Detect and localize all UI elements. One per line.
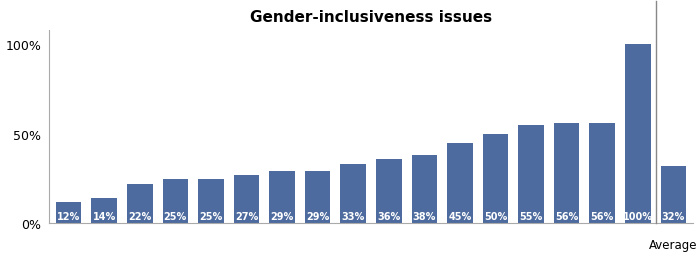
Bar [270,172,295,224]
Text: 14%: 14% [92,211,116,221]
Bar [518,125,544,224]
Text: 56%: 56% [591,211,614,221]
Text: 25%: 25% [199,211,223,221]
Text: 32%: 32% [662,211,685,221]
Bar [127,184,153,224]
Text: 25%: 25% [164,211,187,221]
Text: 29%: 29% [270,211,294,221]
Text: 22%: 22% [128,211,151,221]
Text: 55%: 55% [519,211,542,221]
Text: 100%: 100% [623,211,653,221]
Text: Average: Average [649,238,698,251]
Text: 50%: 50% [484,211,508,221]
Bar [234,175,259,224]
Title: Gender-inclusiveness issues: Gender-inclusiveness issues [250,10,492,25]
Text: 56%: 56% [555,211,578,221]
Bar [483,134,508,224]
Bar [589,123,615,224]
Text: 36%: 36% [377,211,400,221]
Bar [447,143,473,224]
Bar [661,166,686,224]
Text: 38%: 38% [413,211,436,221]
Text: 27%: 27% [234,211,258,221]
Bar [554,123,580,224]
Text: 29%: 29% [306,211,329,221]
Text: 33%: 33% [342,211,365,221]
Text: 12%: 12% [57,211,80,221]
Bar [91,198,117,224]
Bar [376,159,402,224]
Bar [198,179,224,224]
Bar [162,179,188,224]
Bar [304,172,330,224]
Bar [625,45,651,224]
Bar [412,156,438,224]
Bar [56,202,81,224]
Text: 45%: 45% [448,211,472,221]
Bar [340,165,366,224]
